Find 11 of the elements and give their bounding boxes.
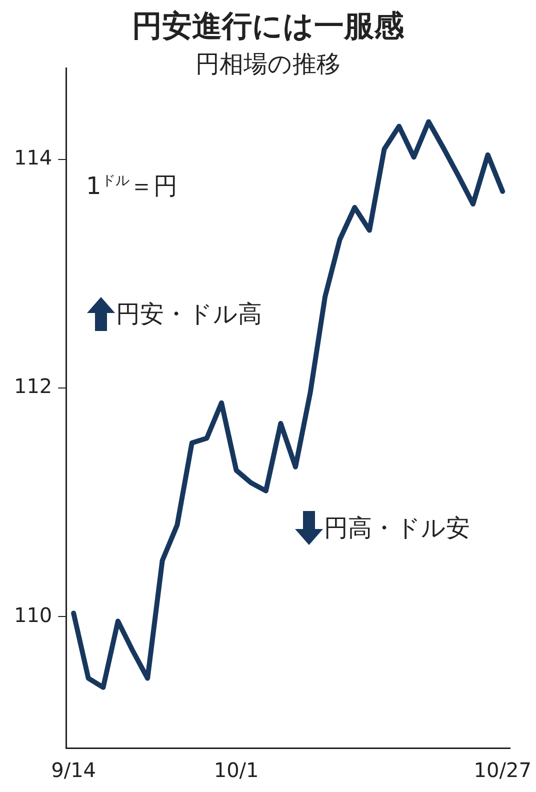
x-tick-label: 10/1 <box>214 758 259 782</box>
x-tick-label: 9/14 <box>51 758 96 782</box>
chart-subtitle: 円相場の推移 <box>194 49 342 80</box>
y-tick-label: 114 <box>14 146 52 170</box>
x-tick-label: 10/27 <box>474 758 532 782</box>
annotation: 円高・ドル安 <box>324 513 470 544</box>
annotation: 円安・ドル高 <box>116 299 262 330</box>
chart-title: 円安進行には一服感 <box>131 8 405 46</box>
annotation: 1$^{ドル}$＝円 <box>86 171 178 202</box>
y-tick-label: 112 <box>14 374 52 398</box>
y-tick-label: 110 <box>14 602 52 627</box>
